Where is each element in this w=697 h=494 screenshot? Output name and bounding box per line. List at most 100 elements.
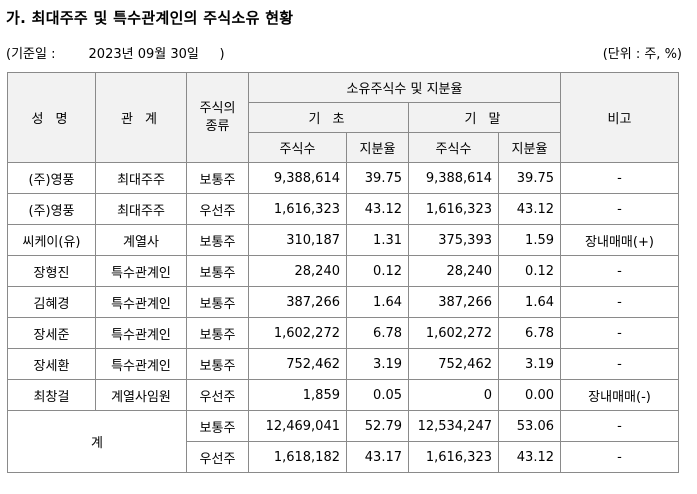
holder-name: 김혜경 <box>7 286 96 318</box>
header-stock-type: 주식의 종류 <box>186 72 249 163</box>
begin-shares: 1,859 <box>248 379 347 411</box>
holder-relation: 최대주주 <box>95 193 187 225</box>
begin-shares: 310,187 <box>248 224 347 256</box>
holder-relation: 특수관계인 <box>95 286 187 318</box>
header-begin: 기 초 <box>248 102 409 133</box>
end-ratio: 39.75 <box>498 162 561 194</box>
end-ratio: 0.12 <box>498 255 561 287</box>
end-ratio: 1.64 <box>498 286 561 318</box>
holder-name: 최창걸 <box>7 379 96 411</box>
table-row: 김혜경 특수관계인 보통주 387,266 1.64 387,266 1.64- <box>7 286 679 318</box>
begin-shares: 9,388,614 <box>248 162 347 194</box>
end-ratio: 43.12 <box>498 193 561 225</box>
holder-name: 장형진 <box>7 255 96 287</box>
begin-ratio: 1.64 <box>346 286 409 318</box>
begin-ratio: 6.78 <box>346 317 409 349</box>
table-row: (주)영풍 최대주주 보통주 9,388,614 39.75 9,388,614 39.75… <box>7 162 679 194</box>
end-shares: 1,616,323 <box>408 441 499 473</box>
header-end-shares: 주식수 <box>408 132 499 163</box>
remark: - <box>560 410 679 442</box>
remark: - <box>560 441 679 473</box>
begin-ratio: 43.12 <box>346 193 409 225</box>
begin-ratio: 3.19 <box>346 348 409 380</box>
remark: 장내매매(+) <box>560 224 679 256</box>
holder-name: (주)영풍 <box>7 193 96 225</box>
header-end: 기 말 <box>408 102 561 133</box>
begin-shares: 752,462 <box>248 348 347 380</box>
holder-name: 장세준 <box>7 317 96 349</box>
stock-type: 보통주 <box>186 255 249 287</box>
end-shares: 387,266 <box>408 286 499 318</box>
table-row: 씨케이(유) 계열사 보통주 310,187 1.31 375,393 1.59 장내매매(+… <box>7 224 679 256</box>
holder-relation: 특수관계인 <box>95 317 187 349</box>
table-row: 장세준 특수관계인 보통주 1,602,272 6.78 1,602,272 6.78- <box>7 317 679 349</box>
table-row: 최창걸 계열사임원 우선주 1,859 0.05 0 0.00 장내매매(-) <box>7 379 679 411</box>
holder-relation: 특수관계인 <box>95 348 187 380</box>
begin-ratio: 43.17 <box>346 441 409 473</box>
remark: - <box>560 193 679 225</box>
end-ratio: 6.78 <box>498 317 561 349</box>
stock-type: 보통주 <box>186 348 249 380</box>
remark: - <box>560 317 679 349</box>
remark: 장내매매(-) <box>560 379 679 411</box>
shareholding-table: 성 명 관 계 주식의 종류 소유주식수 및 지분율 비고 기 초 기 말 주식… <box>7 72 679 473</box>
end-ratio: 0.00 <box>498 379 561 411</box>
end-shares: 375,393 <box>408 224 499 256</box>
end-ratio: 3.19 <box>498 348 561 380</box>
holder-relation: 계열사임원 <box>95 379 187 411</box>
begin-shares: 1,616,323 <box>248 193 347 225</box>
holder-name: (주)영풍 <box>7 162 96 194</box>
stock-type: 우선주 <box>186 193 249 225</box>
end-ratio: 43.12 <box>498 441 561 473</box>
header-name: 성 명 <box>7 72 96 163</box>
begin-ratio: 0.12 <box>346 255 409 287</box>
header-remarks: 비고 <box>560 72 679 163</box>
end-shares: 9,388,614 <box>408 162 499 194</box>
holder-relation: 특수관계인 <box>95 255 187 287</box>
basis-date: (기준일 : 2023년 09월 30일 ) <box>6 47 225 62</box>
header-row-2: 기 초 기 말 <box>8 102 679 133</box>
stock-type: 보통주 <box>186 224 249 256</box>
remark: - <box>560 162 679 194</box>
table-row: 장세환 특수관계인 보통주 752,462 3.19 752,462 3.19- <box>7 348 679 380</box>
begin-shares: 12,469,041 <box>248 410 347 442</box>
end-shares: 28,240 <box>408 255 499 287</box>
end-ratio: 53.06 <box>498 410 561 442</box>
header-begin-ratio: 지분율 <box>346 132 409 163</box>
begin-ratio: 1.31 <box>346 224 409 256</box>
unit-label: (단위 : 주, %) <box>602 47 682 62</box>
holder-relation: 계열사 <box>95 224 187 256</box>
table-row: (주)영풍 최대주주 우선주 1,616,323 43.12 1,616,323 43.12… <box>7 193 679 225</box>
holder-name: 씨케이(유) <box>7 224 96 256</box>
end-shares: 1,616,323 <box>408 193 499 225</box>
header-relation: 관 계 <box>95 72 187 163</box>
header-row-1: 성 명 관 계 주식의 종류 소유주식수 및 지분율 비고 <box>7 72 679 163</box>
stock-type: 우선주 <box>186 441 249 473</box>
end-shares: 752,462 <box>408 348 499 380</box>
stock-type: 보통주 <box>186 317 249 349</box>
begin-shares: 28,240 <box>248 255 347 287</box>
table-row: 장형진 특수관계인 보통주 28,240 0.12 28,240 0.12- <box>7 255 679 287</box>
begin-shares: 1,618,182 <box>248 441 347 473</box>
end-ratio: 1.59 <box>498 224 561 256</box>
stock-type: 우선주 <box>186 379 249 411</box>
remark: - <box>560 286 679 318</box>
header-row-3: 주식수 지분율 주식수 지분율 <box>8 132 679 163</box>
total-label: 계 <box>7 410 187 473</box>
end-shares: 12,534,247 <box>408 410 499 442</box>
holder-name: 장세환 <box>7 348 96 380</box>
begin-shares: 387,266 <box>248 286 347 318</box>
header-end-ratio: 지분율 <box>498 132 561 163</box>
header-begin-shares: 주식수 <box>248 132 347 163</box>
end-shares: 0 <box>408 379 499 411</box>
stock-type: 보통주 <box>186 162 249 194</box>
holder-relation: 최대주주 <box>95 162 187 194</box>
end-shares: 1,602,272 <box>408 317 499 349</box>
document-title: 가. 최대주주 및 특수관계인의 주식소유 현황 <box>6 9 294 27</box>
begin-shares: 1,602,272 <box>248 317 347 349</box>
begin-ratio: 39.75 <box>346 162 409 194</box>
total-row: 계 보통주 12,469,041 52.79 12,534,247 53.06- <box>7 410 679 473</box>
stock-type: 보통주 <box>186 286 249 318</box>
remark: - <box>560 255 679 287</box>
begin-ratio: 52.79 <box>346 410 409 442</box>
